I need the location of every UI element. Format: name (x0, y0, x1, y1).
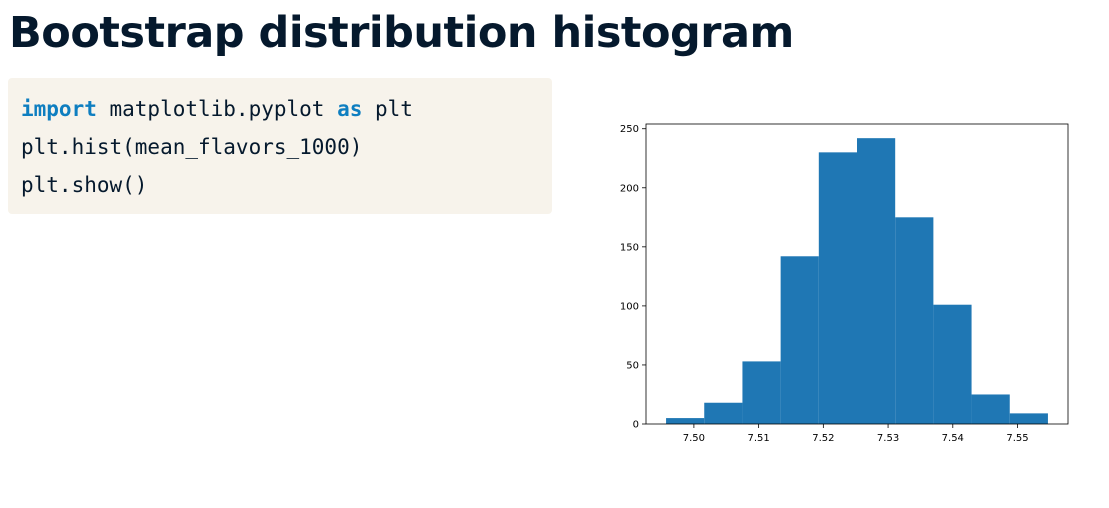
code-line-import: import matplotlib.pyplot as plt (21, 90, 552, 128)
x-tick-label-5: 7.55 (1006, 433, 1028, 444)
x-tick-label-1: 7.51 (747, 433, 769, 444)
code-line-show: plt.show() (21, 173, 148, 197)
module-alias: plt (362, 97, 413, 121)
histogram-bar-1 (704, 402, 743, 424)
y-tick-label-5: 250 (620, 124, 639, 135)
x-tick-label-0: 7.50 (683, 433, 705, 444)
histogram-bar-7 (933, 304, 972, 424)
slide-title: Bootstrap distribution histogram (9, 8, 794, 58)
x-tick-label-3: 7.53 (877, 433, 899, 444)
histogram-bar-5 (857, 138, 896, 425)
code-line-hist: plt.hist(mean_flavors_1000) (21, 135, 363, 159)
module-name: matplotlib.pyplot (96, 97, 338, 121)
y-tick-label-0: 0 (633, 420, 639, 431)
y-tick-label-1: 50 (626, 360, 639, 371)
histogram-bar-2 (742, 361, 781, 424)
x-tick-label-4: 7.54 (942, 433, 964, 444)
keyword-import: import (21, 97, 97, 121)
histogram-bar-0 (666, 418, 705, 424)
histogram-chart: 7.50 7.51 7.52 7.53 7.54 7.55 0 50 100 150 200 250 (590, 112, 1090, 452)
keyword-as: as (337, 97, 363, 121)
histogram-bar-4 (818, 152, 857, 424)
x-tick-label-2: 7.52 (812, 433, 834, 444)
histogram-svg: 7.50 7.51 7.52 7.53 7.54 7.55 0 50 100 150 200 250 (620, 123, 1069, 444)
y-tick-label-3: 150 (620, 242, 639, 253)
histogram-bar-6 (895, 217, 934, 424)
plot-frame (645, 123, 1069, 425)
histogram-bar-8 (971, 394, 1010, 424)
histogram-bar-3 (780, 256, 819, 424)
y-tick-label-2: 100 (620, 301, 639, 312)
code-block: import matplotlib.pyplot as plt plt.hist… (8, 78, 552, 214)
histogram-bar-9 (1009, 413, 1048, 424)
y-tick-label-4: 200 (620, 183, 639, 194)
